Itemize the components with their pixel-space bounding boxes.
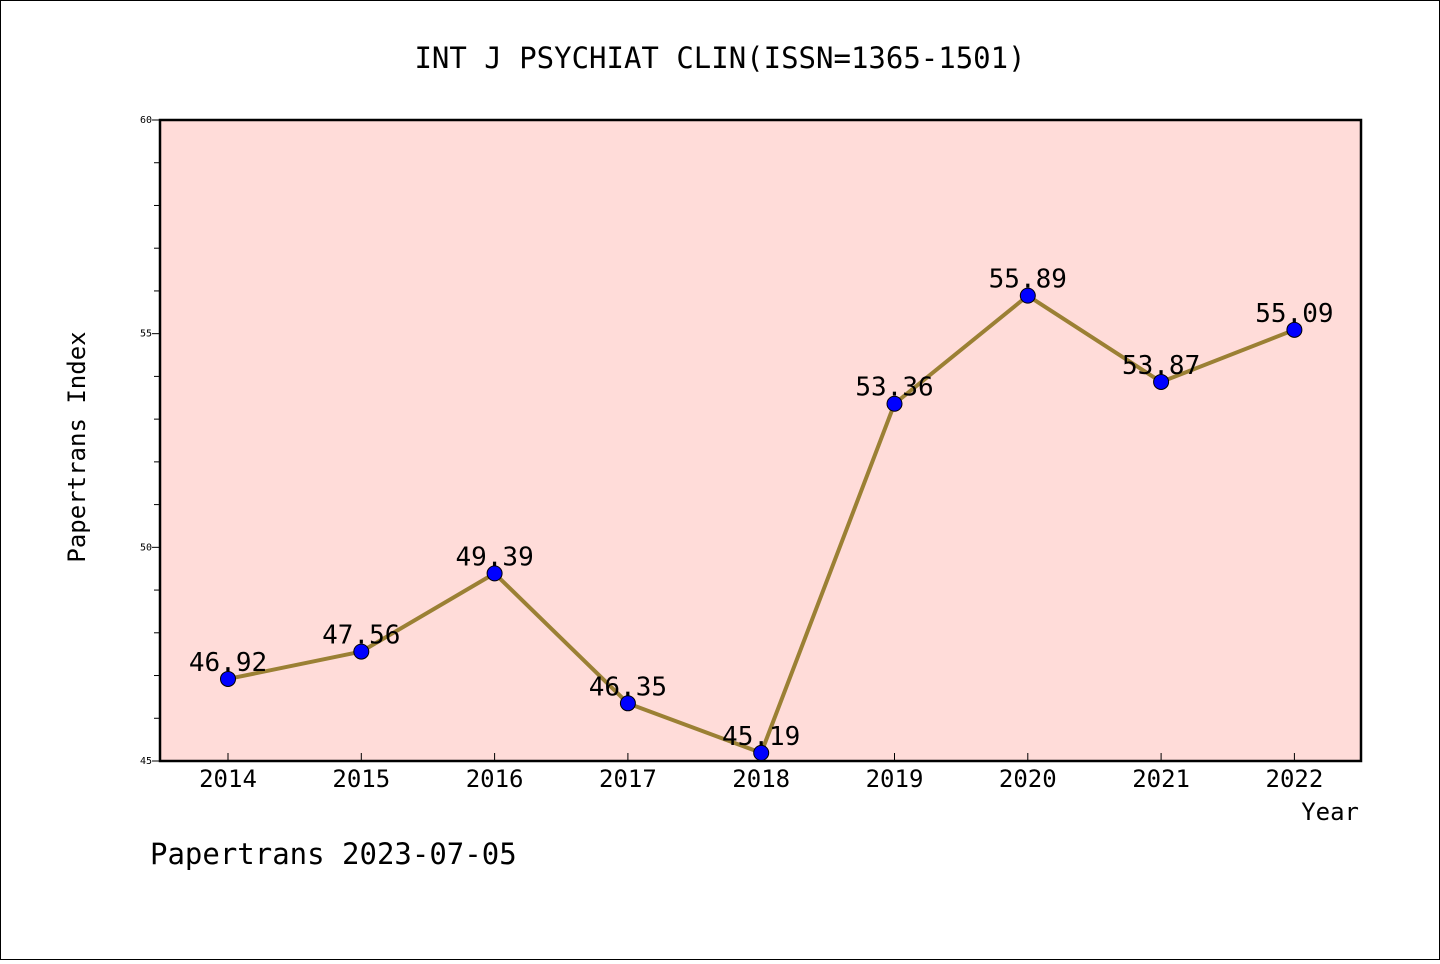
x-axis: 2014 2015 2016 2017 2018 2019 2020 2021 2022 <box>199 753 1323 793</box>
data-label: 46.35 <box>589 672 667 702</box>
data-label: 53.87 <box>1122 351 1200 381</box>
series-markers <box>220 287 1303 761</box>
data-point <box>486 565 503 582</box>
x-tick-label: 2017 <box>599 765 657 793</box>
data-label: 55.09 <box>1255 299 1333 329</box>
data-point <box>886 395 903 412</box>
data-label: 55.89 <box>989 265 1067 295</box>
x-tick-label: 2020 <box>999 765 1057 793</box>
x-tick-label: 2014 <box>199 765 257 793</box>
plot-area <box>158 118 1363 763</box>
data-label: 49.39 <box>455 542 533 572</box>
y-tick-label: 55 <box>140 329 152 340</box>
x-tick-label: 2015 <box>332 765 390 793</box>
footer-date-stamp: Papertrans 2023-07-05 <box>150 837 517 871</box>
y-axis: 45 50 55 60 <box>140 115 160 767</box>
x-axis-label: Year <box>1301 798 1359 826</box>
data-label: 53.36 <box>855 373 933 403</box>
data-point <box>220 670 236 687</box>
data-label: 46.92 <box>189 648 267 678</box>
data-point <box>753 744 770 761</box>
data-point <box>1019 287 1036 304</box>
data-point <box>353 643 370 660</box>
y-tick-label: 50 <box>140 542 152 553</box>
x-tick-label: 2018 <box>732 765 790 793</box>
data-label: 45.19 <box>722 722 800 752</box>
x-tick-label: 2022 <box>1266 765 1324 793</box>
data-point <box>619 695 636 712</box>
data-point <box>1153 373 1170 390</box>
y-tick-label: 45 <box>140 756 152 767</box>
x-tick-label: 2021 <box>1132 765 1190 793</box>
data-point <box>1286 321 1303 338</box>
data-labels: 46.92 47.56 49.39 46.35 45.19 53.36 55.89 53.87… <box>189 265 1334 752</box>
y-axis-label: Papertrans Index <box>63 331 91 562</box>
x-tick-label: 2019 <box>866 765 924 793</box>
data-label: 47.56 <box>322 621 400 651</box>
x-tick-label: 2016 <box>466 765 524 793</box>
chart-title: INT J PSYCHIAT CLIN(ISSN=1365-1501) <box>414 41 1025 75</box>
y-tick-label: 60 <box>140 115 152 126</box>
